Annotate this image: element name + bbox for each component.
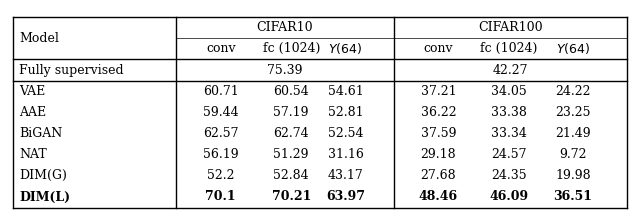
Text: 31.16: 31.16 [328,148,364,161]
Text: DIM(G): DIM(G) [19,169,67,182]
Text: 24.22: 24.22 [555,85,591,98]
Text: 23.25: 23.25 [555,106,591,119]
Text: fc (1024): fc (1024) [480,42,538,55]
Text: 42.27: 42.27 [493,64,528,77]
Text: 33.38: 33.38 [491,106,527,119]
Text: 37.21: 37.21 [420,85,456,98]
Text: BiGAN: BiGAN [19,127,63,140]
Text: VAE: VAE [19,85,45,98]
Text: 62.74: 62.74 [273,127,309,140]
Text: 29.18: 29.18 [420,148,456,161]
Text: 24.57: 24.57 [491,148,527,161]
Text: CIFAR10: CIFAR10 [257,21,313,34]
Text: 52.54: 52.54 [328,127,364,140]
Text: 70.1: 70.1 [205,190,236,204]
Text: 48.46: 48.46 [419,190,458,204]
Text: 46.09: 46.09 [489,190,529,204]
Text: 37.59: 37.59 [420,127,456,140]
Text: 21.49: 21.49 [555,127,591,140]
Text: conv: conv [206,42,236,55]
Text: 52.2: 52.2 [207,169,234,182]
Text: 9.72: 9.72 [559,148,586,161]
Text: 36.51: 36.51 [554,190,592,204]
Text: 62.57: 62.57 [203,127,239,140]
Text: fc (1024): fc (1024) [262,42,320,55]
Text: 59.44: 59.44 [203,106,239,119]
Text: 36.22: 36.22 [420,106,456,119]
Text: 70.21: 70.21 [271,190,311,204]
Text: 19.98: 19.98 [555,169,591,182]
Text: 56.19: 56.19 [203,148,239,161]
Text: 27.68: 27.68 [420,169,456,182]
Text: 57.19: 57.19 [273,106,309,119]
Text: 60.54: 60.54 [273,85,309,98]
Text: $Y(64)$: $Y(64)$ [556,41,590,56]
Text: 33.34: 33.34 [491,127,527,140]
Text: 52.81: 52.81 [328,106,364,119]
Text: 60.71: 60.71 [203,85,239,98]
Text: AAE: AAE [19,106,46,119]
Text: conv: conv [424,42,453,55]
Text: 54.61: 54.61 [328,85,364,98]
Text: $Y(64)$: $Y(64)$ [328,41,363,56]
Text: 52.84: 52.84 [273,169,309,182]
Text: Fully supervised: Fully supervised [19,64,124,77]
Text: 24.35: 24.35 [491,169,527,182]
Text: Model: Model [19,32,59,45]
Text: DIM(L): DIM(L) [19,190,70,204]
Text: 75.39: 75.39 [267,64,303,77]
Text: NAT: NAT [19,148,47,161]
Text: 63.97: 63.97 [326,190,365,204]
Text: CIFAR100: CIFAR100 [478,21,543,34]
Text: 43.17: 43.17 [328,169,364,182]
Text: 51.29: 51.29 [273,148,309,161]
Text: 34.05: 34.05 [491,85,527,98]
